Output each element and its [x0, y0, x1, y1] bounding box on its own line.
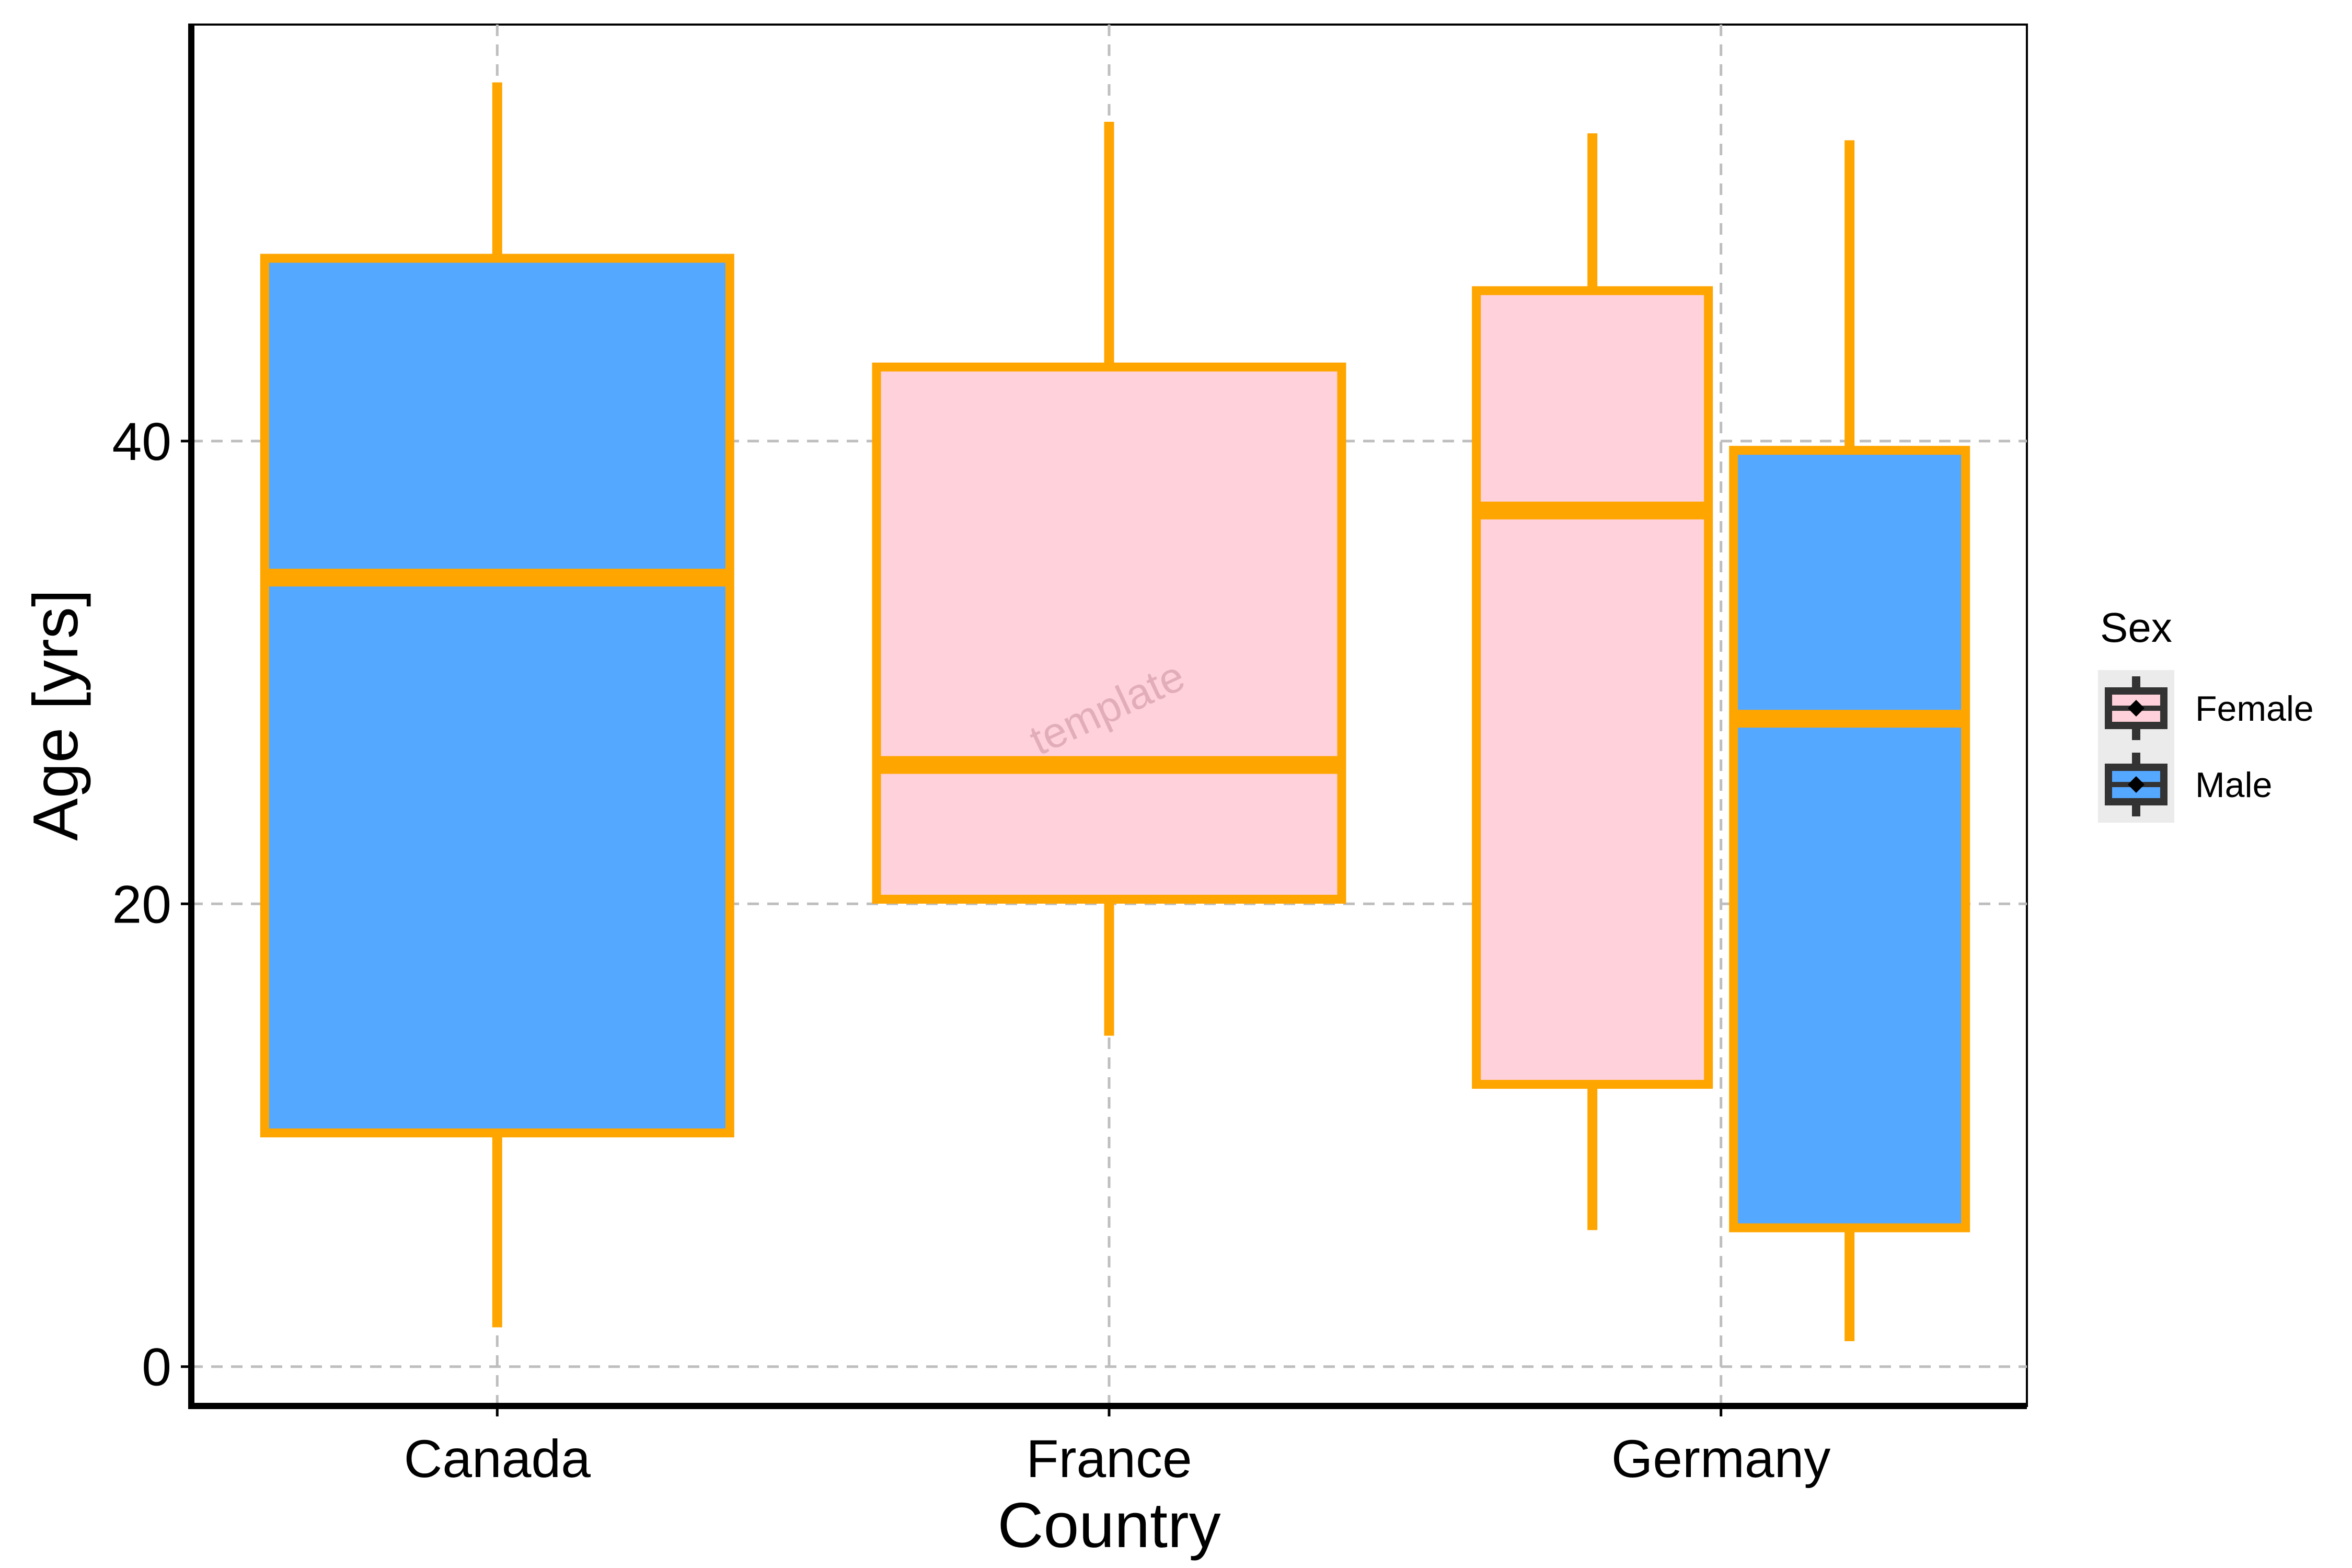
- y-tick-label-40: 40: [112, 412, 171, 471]
- box-france-female: [872, 362, 1346, 904]
- legend-title: Sex: [2100, 604, 2172, 651]
- legend-key-mean-female: [2128, 700, 2145, 717]
- x-tick-label-france: France: [1026, 1429, 1192, 1489]
- y-axis-title: Age [yrs]: [20, 589, 91, 840]
- legend-key-mean-male: [2128, 776, 2145, 793]
- box-germany-female: [1472, 286, 1713, 1089]
- x-tick-label-germany: Germany: [1611, 1429, 1830, 1489]
- boxes: [260, 82, 1970, 1342]
- legend-label-female: Female: [2195, 689, 2314, 729]
- box-canada-male: [260, 253, 734, 1138]
- legend: Sex Female Male: [2098, 604, 2314, 823]
- legend-label-male: Male: [2195, 765, 2272, 805]
- box-germany-male: [1729, 446, 1970, 1232]
- y-tick-label-20: 20: [112, 874, 171, 934]
- y-tick-label-0: 0: [142, 1338, 171, 1397]
- axes: 0 20 40 Canada France Germany: [112, 24, 2027, 1489]
- x-tick-label-canada: Canada: [404, 1429, 591, 1489]
- x-axis-title: Country: [997, 1490, 1220, 1561]
